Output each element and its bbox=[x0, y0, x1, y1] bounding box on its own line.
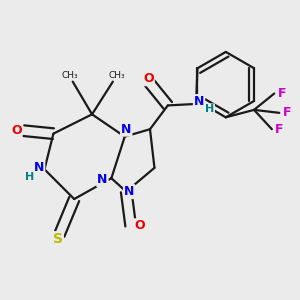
Text: F: F bbox=[275, 123, 284, 136]
Text: S: S bbox=[53, 232, 63, 246]
Text: F: F bbox=[284, 106, 292, 119]
Text: H: H bbox=[25, 172, 34, 182]
Text: O: O bbox=[11, 124, 22, 137]
Text: O: O bbox=[134, 219, 145, 232]
Text: H: H bbox=[205, 104, 214, 114]
Text: N: N bbox=[124, 185, 134, 198]
Text: F: F bbox=[278, 87, 286, 100]
Text: CH₃: CH₃ bbox=[109, 71, 126, 80]
Text: N: N bbox=[121, 123, 131, 136]
Text: N: N bbox=[34, 161, 44, 174]
Text: N: N bbox=[194, 95, 204, 108]
Text: N: N bbox=[97, 173, 108, 186]
Text: CH₃: CH₃ bbox=[61, 71, 78, 80]
Text: O: O bbox=[143, 72, 154, 85]
